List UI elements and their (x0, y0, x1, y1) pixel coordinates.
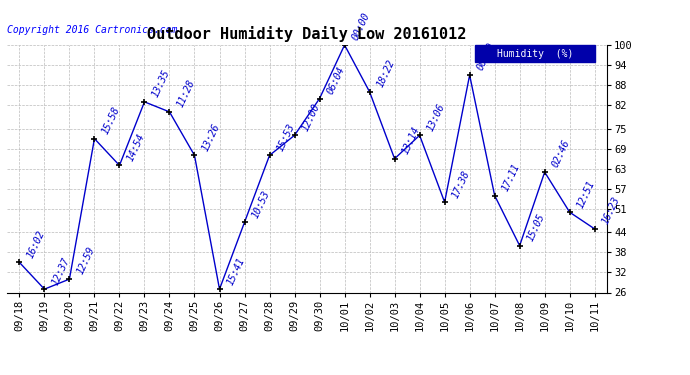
Text: 13:06: 13:06 (425, 102, 446, 132)
Text: 13:26: 13:26 (200, 122, 221, 153)
Text: 02:46: 02:46 (550, 138, 572, 170)
Text: 12:59: 12:59 (75, 246, 97, 276)
Title: Outdoor Humidity Daily Low 20161012: Outdoor Humidity Daily Low 20161012 (148, 27, 466, 42)
Text: 16:02: 16:02 (25, 229, 46, 260)
Text: 13:35: 13:35 (150, 68, 172, 99)
Text: 17:11: 17:11 (500, 162, 522, 193)
Text: 16:23: 16:23 (600, 195, 622, 226)
Text: 11:28: 11:28 (175, 78, 197, 109)
Text: 15:58: 15:58 (100, 105, 121, 136)
Text: 06:04: 06:04 (325, 65, 346, 96)
Text: 13:14: 13:14 (400, 125, 422, 156)
Text: 00:00: 00:00 (475, 42, 497, 72)
Text: 17:38: 17:38 (450, 169, 472, 200)
Text: 18:22: 18:22 (375, 58, 397, 89)
Text: Copyright 2016 Cartronics.com: Copyright 2016 Cartronics.com (7, 25, 177, 35)
Text: 15:41: 15:41 (225, 255, 246, 286)
FancyBboxPatch shape (475, 45, 595, 62)
Text: 15:05: 15:05 (525, 212, 546, 243)
Text: 14:54: 14:54 (125, 132, 146, 163)
Text: 00:00: 00:00 (350, 11, 372, 42)
Text: 12:51: 12:51 (575, 178, 597, 210)
Text: 10:53: 10:53 (250, 189, 272, 219)
Text: 12:37: 12:37 (50, 255, 72, 286)
Text: Humidity  (%): Humidity (%) (497, 49, 573, 58)
Text: 12:00: 12:00 (300, 102, 322, 132)
Text: 15:53: 15:53 (275, 122, 297, 153)
